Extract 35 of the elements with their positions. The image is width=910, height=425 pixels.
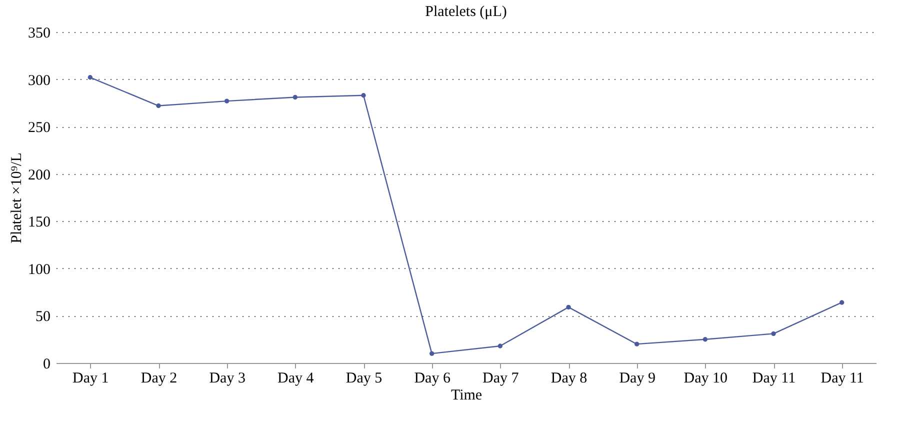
point [498, 344, 503, 348]
x-tick-label: Day 1 [72, 370, 109, 386]
x-axis-title: Time [450, 388, 482, 404]
point [156, 103, 161, 108]
y-tick-label: 0 [43, 356, 50, 372]
x-tick-label: Day 8 [550, 370, 588, 386]
point [361, 93, 366, 98]
point [566, 304, 571, 310]
point [292, 94, 298, 100]
x-tick-label: Day 9 [619, 370, 656, 386]
y-tick-label: 200 [28, 167, 50, 184]
y-tick-label: 50 [36, 309, 50, 326]
x-tick-label: Day 6 [414, 370, 451, 386]
y-tick-label: 150 [28, 214, 50, 231]
y-tick-label: 100 [28, 262, 50, 278]
point [702, 337, 708, 342]
x-tick-label: Day 11 [752, 370, 796, 386]
y-tick-label: 350 [28, 26, 50, 42]
point [429, 351, 434, 356]
y-tick-label: 250 [28, 120, 50, 136]
point [88, 75, 93, 80]
point [771, 331, 776, 336]
x-tick-label: Day 3 [209, 370, 246, 386]
x-tick-label: Day 10 [684, 370, 728, 386]
point [634, 342, 640, 346]
x-tick-label: Day 4 [278, 370, 314, 386]
point [839, 300, 844, 305]
chart-title: Platelets (μL) [425, 4, 507, 20]
x-tick-label: Day 11 [820, 370, 864, 386]
point [224, 98, 230, 104]
x-tick-label: Day 7 [482, 370, 520, 386]
x-tick-label: Day 5 [346, 370, 382, 386]
y-axis-title: Platelet ×10⁹/L [9, 152, 25, 244]
y-tick-label: 300 [28, 72, 50, 89]
x-tick-label: Day 2 [140, 370, 178, 386]
